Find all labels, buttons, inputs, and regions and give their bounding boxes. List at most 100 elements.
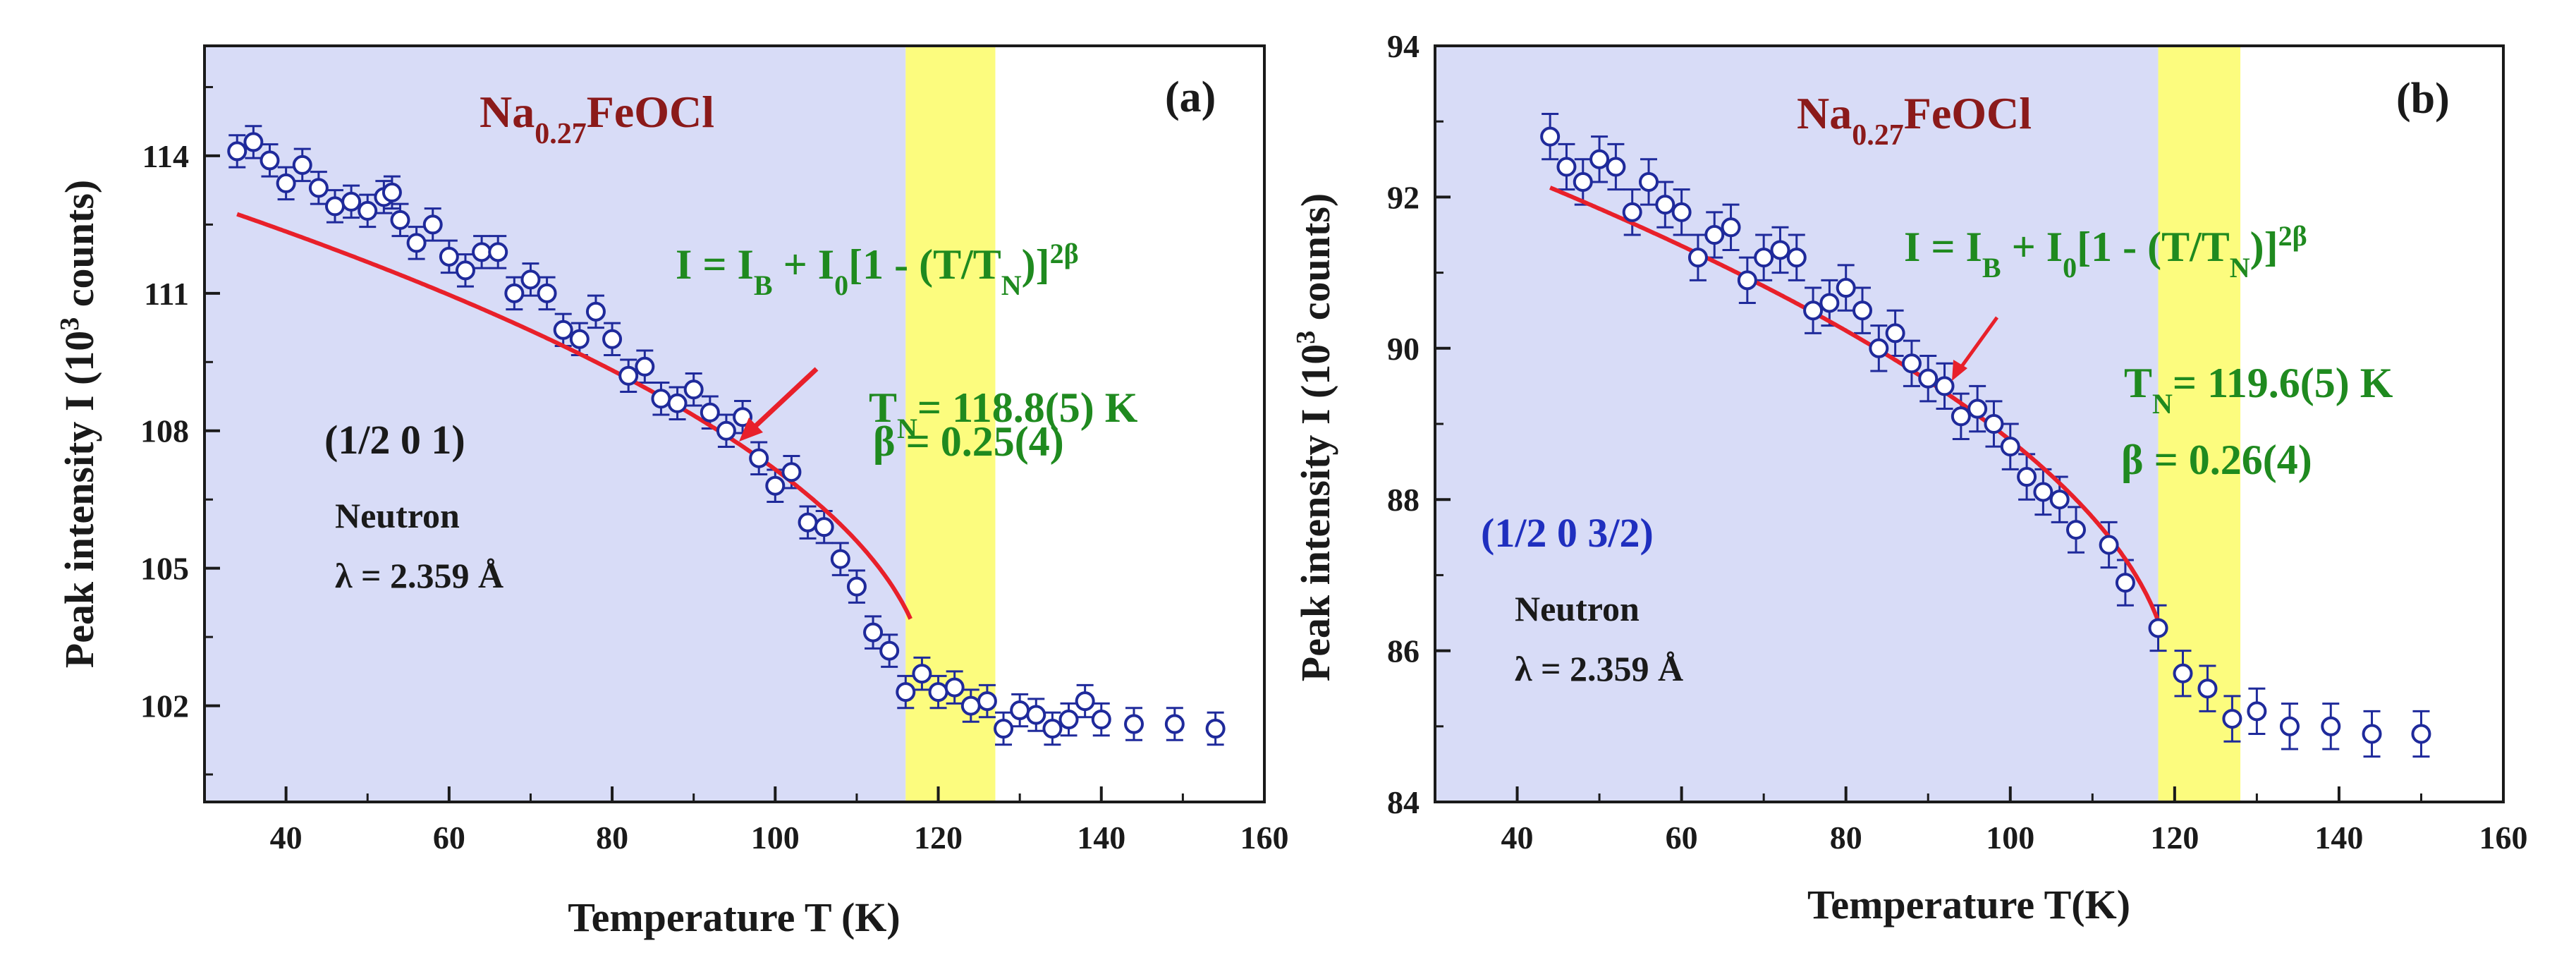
panel-b-y-ticks: 84 86 88 90 92 94 <box>1387 28 1451 820</box>
panel-a-data-point <box>504 283 525 303</box>
panel-a-data-point <box>537 283 557 303</box>
panel-a-data-point <box>667 393 688 413</box>
panel-a-data-point <box>276 173 296 193</box>
panel-b-x-tick-label: 60 <box>1666 820 1698 856</box>
panel-a-data-point <box>733 407 753 427</box>
panel-a-arrow <box>739 367 819 442</box>
panel-a-compound-label: Na0.27FeOCl <box>480 87 714 150</box>
panel-b-x-tick-label: 40 <box>1501 820 1534 856</box>
panel-a-data-point <box>879 640 900 661</box>
panel-a-data-point <box>781 462 802 482</box>
panel-a-data-point <box>488 242 508 262</box>
panel-a-data-point <box>455 260 475 281</box>
panel-b-fit-curve <box>1549 186 2165 634</box>
panel-b-data-point <box>2049 489 2070 510</box>
panel-b-data-point <box>1934 376 1955 396</box>
panel-b-data-point <box>2280 716 2300 736</box>
panel-b-y-tick-label: 94 <box>1387 28 1420 64</box>
panel-a-x-tick-label: 40 <box>270 820 303 856</box>
panel-b-arrow <box>1952 316 1999 381</box>
panel-a-data-point <box>243 132 264 152</box>
panel-b-data-point <box>2173 663 2193 683</box>
panel-b-beta-value: β = 0.26(4) <box>2121 437 2312 483</box>
panel-a-data-point <box>683 379 704 400</box>
panel-b-probe-label: Neutron <box>1515 589 1640 628</box>
panel-b-data-point <box>1655 195 1675 215</box>
panel-b-data-point <box>2000 437 2020 457</box>
panel-b-data-point <box>2197 679 2218 699</box>
panel-a-tn-value: TN= 118.8(5) K <box>869 384 1138 444</box>
panel-b-data-point <box>1819 293 1840 313</box>
panel-a-data-point <box>472 242 492 262</box>
panel-a-regions <box>205 46 996 802</box>
panel-b-data-point <box>1737 270 1757 291</box>
panel-b-data-points <box>1540 126 2431 744</box>
panel-b-data-point <box>2247 701 2267 722</box>
panel-a-x-axis-title: Temperature T (K) <box>568 894 901 940</box>
panel-a-data-point <box>716 420 736 441</box>
panel-b-data-point <box>2362 724 2382 744</box>
panel-b-regions <box>1435 46 2241 802</box>
panel-b-y-tick-label: 92 <box>1387 179 1420 215</box>
panel-b: 40 60 80 100 120 140 160 84 86 88 90 92 94 Temperat… <box>1291 28 2528 928</box>
panel-b-x-tick-label: 100 <box>1986 820 2034 856</box>
panel-a-equation: I = IB + I0[1 - (T/TN)]2β <box>676 238 1079 301</box>
panel-a-x-tick-label: 80 <box>596 820 628 856</box>
panel-b-data-point <box>1687 248 1708 268</box>
panel-a-label: (a) <box>1165 73 1216 121</box>
panel-b-data-point <box>1967 399 1988 419</box>
panel-a-data-point <box>1164 714 1185 734</box>
panel-b-y-tick-label: 90 <box>1387 331 1420 367</box>
panel-b-data-point <box>1721 217 1741 238</box>
panel-a-data-point <box>830 549 850 569</box>
panel-a-data-point <box>308 178 329 198</box>
panel-b-ordered-region <box>1435 46 2159 802</box>
panel-a-data-point <box>358 200 378 221</box>
panel-a-data-points <box>227 132 1226 739</box>
panel-b-equation: I = IB + I0[1 - (T/TN)]2β <box>1904 220 2307 284</box>
panel-a-y-tick-label: 108 <box>140 413 189 449</box>
panel-b-data-point <box>1885 323 1905 343</box>
panel-a-data-point <box>390 209 410 230</box>
panel-a-data-point <box>928 682 948 703</box>
panel-b-data-point <box>1786 248 1807 268</box>
panel-a-data-point <box>439 246 459 267</box>
panel-a-data-point <box>1075 691 1095 712</box>
panel-a-data-point <box>651 389 671 409</box>
panel-b-x-tick-label: 80 <box>1830 820 1862 856</box>
panel-a-data-point <box>863 622 884 643</box>
panel-b-data-point <box>2115 573 2135 593</box>
panel-b-y-tick-label: 88 <box>1387 482 1420 518</box>
panel-a-y-tick-label: 105 <box>140 551 189 587</box>
panel-b-data-point <box>2148 618 2168 638</box>
panel-b-data-point <box>2099 535 2119 555</box>
panel-b-data-point <box>2222 709 2242 729</box>
panel-b-transition-region <box>2158 46 2241 802</box>
panel-a-data-point <box>553 320 573 340</box>
panel-a-data-point <box>585 301 606 322</box>
panel-b-data-point <box>2033 482 2053 502</box>
panel-b-data-point <box>1984 414 2004 434</box>
panel-b-data-point <box>1704 225 1725 245</box>
panel-b-data-point <box>1573 171 1593 192</box>
panel-b-data-point <box>1852 300 1872 321</box>
panel-a-x-tick-label: 120 <box>914 820 963 856</box>
panel-a-data-point <box>912 664 932 684</box>
panel-b-y-tick-label: 84 <box>1387 784 1420 820</box>
panel-a-data-point <box>1042 719 1063 739</box>
panel-b-data-point <box>1951 406 1971 427</box>
panel-b-data-point <box>2066 520 2086 540</box>
panel-a-data-point <box>1091 710 1111 730</box>
panel-b-data-point <box>1901 353 1922 374</box>
panel-a-data-point <box>960 695 981 716</box>
panel-b-data-point <box>2411 724 2431 744</box>
panel-b-label: (b) <box>2396 75 2450 123</box>
panel-b-y-axis-title: Peak intensity I (103 counts) <box>1291 193 1338 681</box>
panel-b-x-tick-label: 120 <box>2150 820 2199 856</box>
panel-b-data-point <box>1836 278 1856 298</box>
panel-b-data-point <box>1671 202 1692 222</box>
panel-a-y-tick-label: 114 <box>142 138 189 174</box>
panel-a-data-point <box>798 512 818 533</box>
panel-b-compound-label: Na0.27FeOCl <box>1797 88 2032 152</box>
